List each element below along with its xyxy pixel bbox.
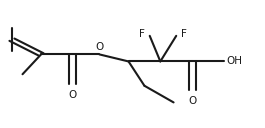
Text: O: O xyxy=(69,90,77,100)
Text: O: O xyxy=(95,42,104,52)
Text: F: F xyxy=(181,29,187,39)
Text: O: O xyxy=(188,96,196,106)
Text: OH: OH xyxy=(227,56,242,66)
Text: F: F xyxy=(139,29,145,39)
